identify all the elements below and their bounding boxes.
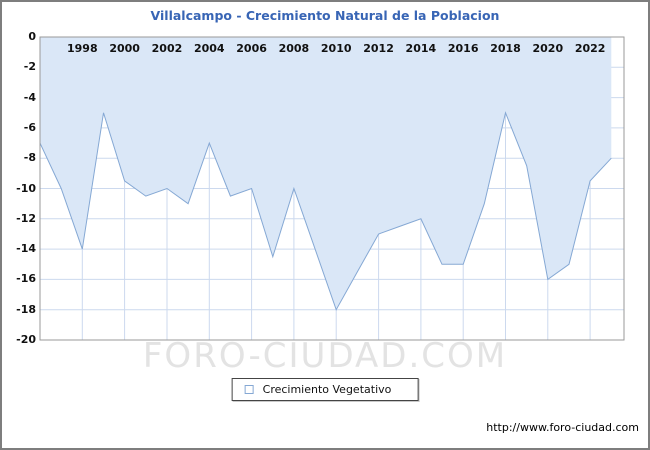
x-tick-label: 1998 — [67, 42, 98, 55]
x-tick-label: 2014 — [405, 42, 437, 55]
legend-marker-icon — [244, 385, 254, 394]
x-tick-label: 2020 — [532, 42, 564, 55]
y-tick-label: -18 — [16, 302, 36, 316]
x-tick-label: 2010 — [320, 42, 352, 55]
x-tick-label: 2022 — [574, 42, 606, 55]
x-tick-label: 2004 — [193, 42, 225, 55]
y-tick-label: -8 — [23, 151, 36, 165]
y-tick-label: -12 — [16, 211, 36, 225]
x-tick-label: 2018 — [490, 42, 521, 55]
y-tick-label: -4 — [23, 90, 36, 104]
y-tick-label: -10 — [16, 181, 36, 195]
y-tick-label: -16 — [16, 272, 36, 286]
x-tick-label: 2016 — [447, 42, 479, 55]
y-tick-label: -14 — [16, 242, 36, 256]
legend-label: Crecimiento Vegetativo — [262, 383, 392, 396]
x-tick-label: 2000 — [109, 42, 140, 55]
footer-url[interactable]: http://www.foro-ciudad.com — [486, 421, 639, 434]
chart-title: Villalcampo - Crecimiento Natural de la … — [150, 8, 500, 23]
watermark: FORO-CIUDAD.COM — [142, 336, 508, 376]
y-tick-label: -20 — [16, 333, 36, 346]
legend: Crecimiento Vegetativo — [231, 378, 419, 401]
y-tick-label: 0 — [28, 30, 36, 43]
x-tick-label: 2006 — [236, 42, 267, 55]
y-tick-label: -6 — [23, 120, 36, 134]
x-tick-label: 2008 — [278, 42, 310, 55]
x-tick-label: 2002 — [151, 42, 183, 55]
x-tick-label: 2012 — [363, 42, 394, 55]
y-tick-label: -2 — [23, 60, 36, 74]
